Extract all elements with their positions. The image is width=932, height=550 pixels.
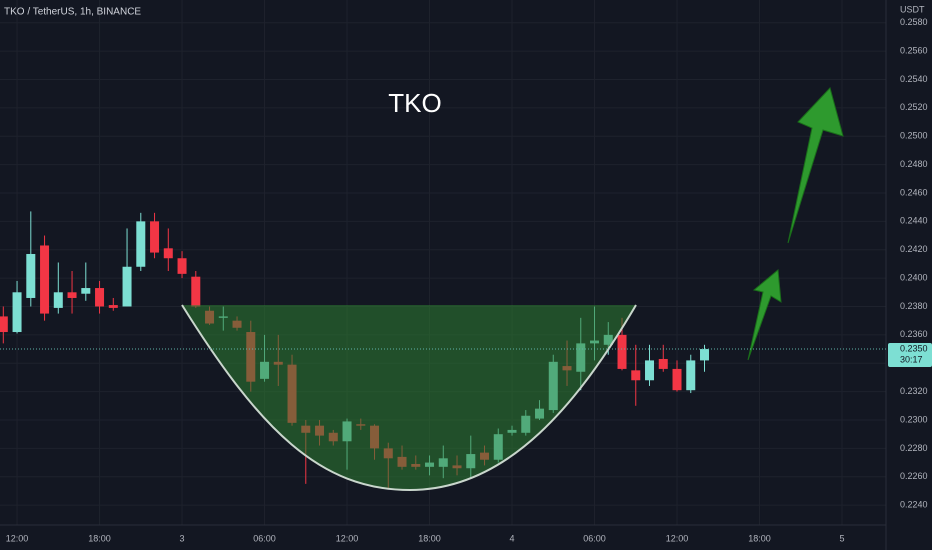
x-tick-label: 12:00 xyxy=(6,533,29,543)
y-axis-label: USDT xyxy=(900,4,925,14)
x-tick-label: 18:00 xyxy=(88,533,111,543)
price-label: 0.2350 xyxy=(900,343,928,353)
y-tick-label: 0.2460 xyxy=(900,187,928,197)
candle-body xyxy=(81,288,91,294)
candle-body xyxy=(658,358,668,369)
candle-body xyxy=(40,245,50,314)
x-tick-label: 12:00 xyxy=(666,533,689,543)
candle-body xyxy=(53,292,63,308)
y-tick-label: 0.2560 xyxy=(900,45,928,55)
cup-fill xyxy=(182,305,636,490)
y-tick-label: 0.2400 xyxy=(900,272,928,282)
x-tick-label: 4 xyxy=(510,533,515,543)
candle-body xyxy=(136,221,146,267)
y-tick-label: 0.2480 xyxy=(900,159,928,169)
candle-body xyxy=(150,221,160,253)
grid xyxy=(0,0,886,525)
candle-body xyxy=(645,360,655,381)
candle-body xyxy=(108,305,118,308)
countdown: 30:17 xyxy=(900,354,923,364)
y-tick-label: 0.2380 xyxy=(900,301,928,311)
x-tick-label: 3 xyxy=(180,533,185,543)
y-tick-label: 0.2320 xyxy=(900,386,928,396)
arrow-large xyxy=(787,87,844,244)
x-tick-label: 06:00 xyxy=(253,533,276,543)
price-label-box xyxy=(888,343,932,368)
candle-body xyxy=(67,292,77,298)
y-tick-label: 0.2420 xyxy=(900,244,928,254)
x-tick-label: 18:00 xyxy=(418,533,441,543)
y-tick-label: 0.2240 xyxy=(900,500,928,510)
y-tick-label: 0.2500 xyxy=(900,131,928,141)
chart-title: TKO / TetherUS, 1h, BINANCE xyxy=(4,7,141,18)
candle-body xyxy=(163,248,173,259)
y-tick-label: 0.2300 xyxy=(900,414,928,424)
y-tick-label: 0.2440 xyxy=(900,216,928,226)
annotation: TKO xyxy=(388,88,441,118)
candle-body xyxy=(191,276,201,307)
candle-body xyxy=(122,266,132,307)
x-tick-label: 12:00 xyxy=(336,533,359,543)
x-tick-label: 06:00 xyxy=(583,533,606,543)
y-tick-label: 0.2360 xyxy=(900,329,928,339)
candle-body xyxy=(631,370,641,381)
y-tick-label: 0.2280 xyxy=(900,443,928,453)
x-tick-label: 5 xyxy=(839,533,844,543)
candle-body xyxy=(686,360,696,391)
axes: 0.22400.22600.22800.23000.23200.23400.23… xyxy=(0,17,932,543)
cup-outline xyxy=(181,304,637,492)
candle-body xyxy=(0,316,8,333)
arrow-small xyxy=(747,269,782,361)
candle-body xyxy=(672,368,682,391)
candle-body xyxy=(700,349,710,361)
candle-body xyxy=(617,334,627,369)
y-tick-label: 0.2520 xyxy=(900,102,928,112)
y-tick-label: 0.2580 xyxy=(900,17,928,27)
candle-body xyxy=(95,288,105,307)
x-tick-label: 18:00 xyxy=(748,533,771,543)
candle-body xyxy=(26,253,36,298)
candle-body xyxy=(12,292,22,333)
y-tick-label: 0.2540 xyxy=(900,74,928,84)
candle-body xyxy=(177,258,187,274)
y-tick-label: 0.2260 xyxy=(900,471,928,481)
